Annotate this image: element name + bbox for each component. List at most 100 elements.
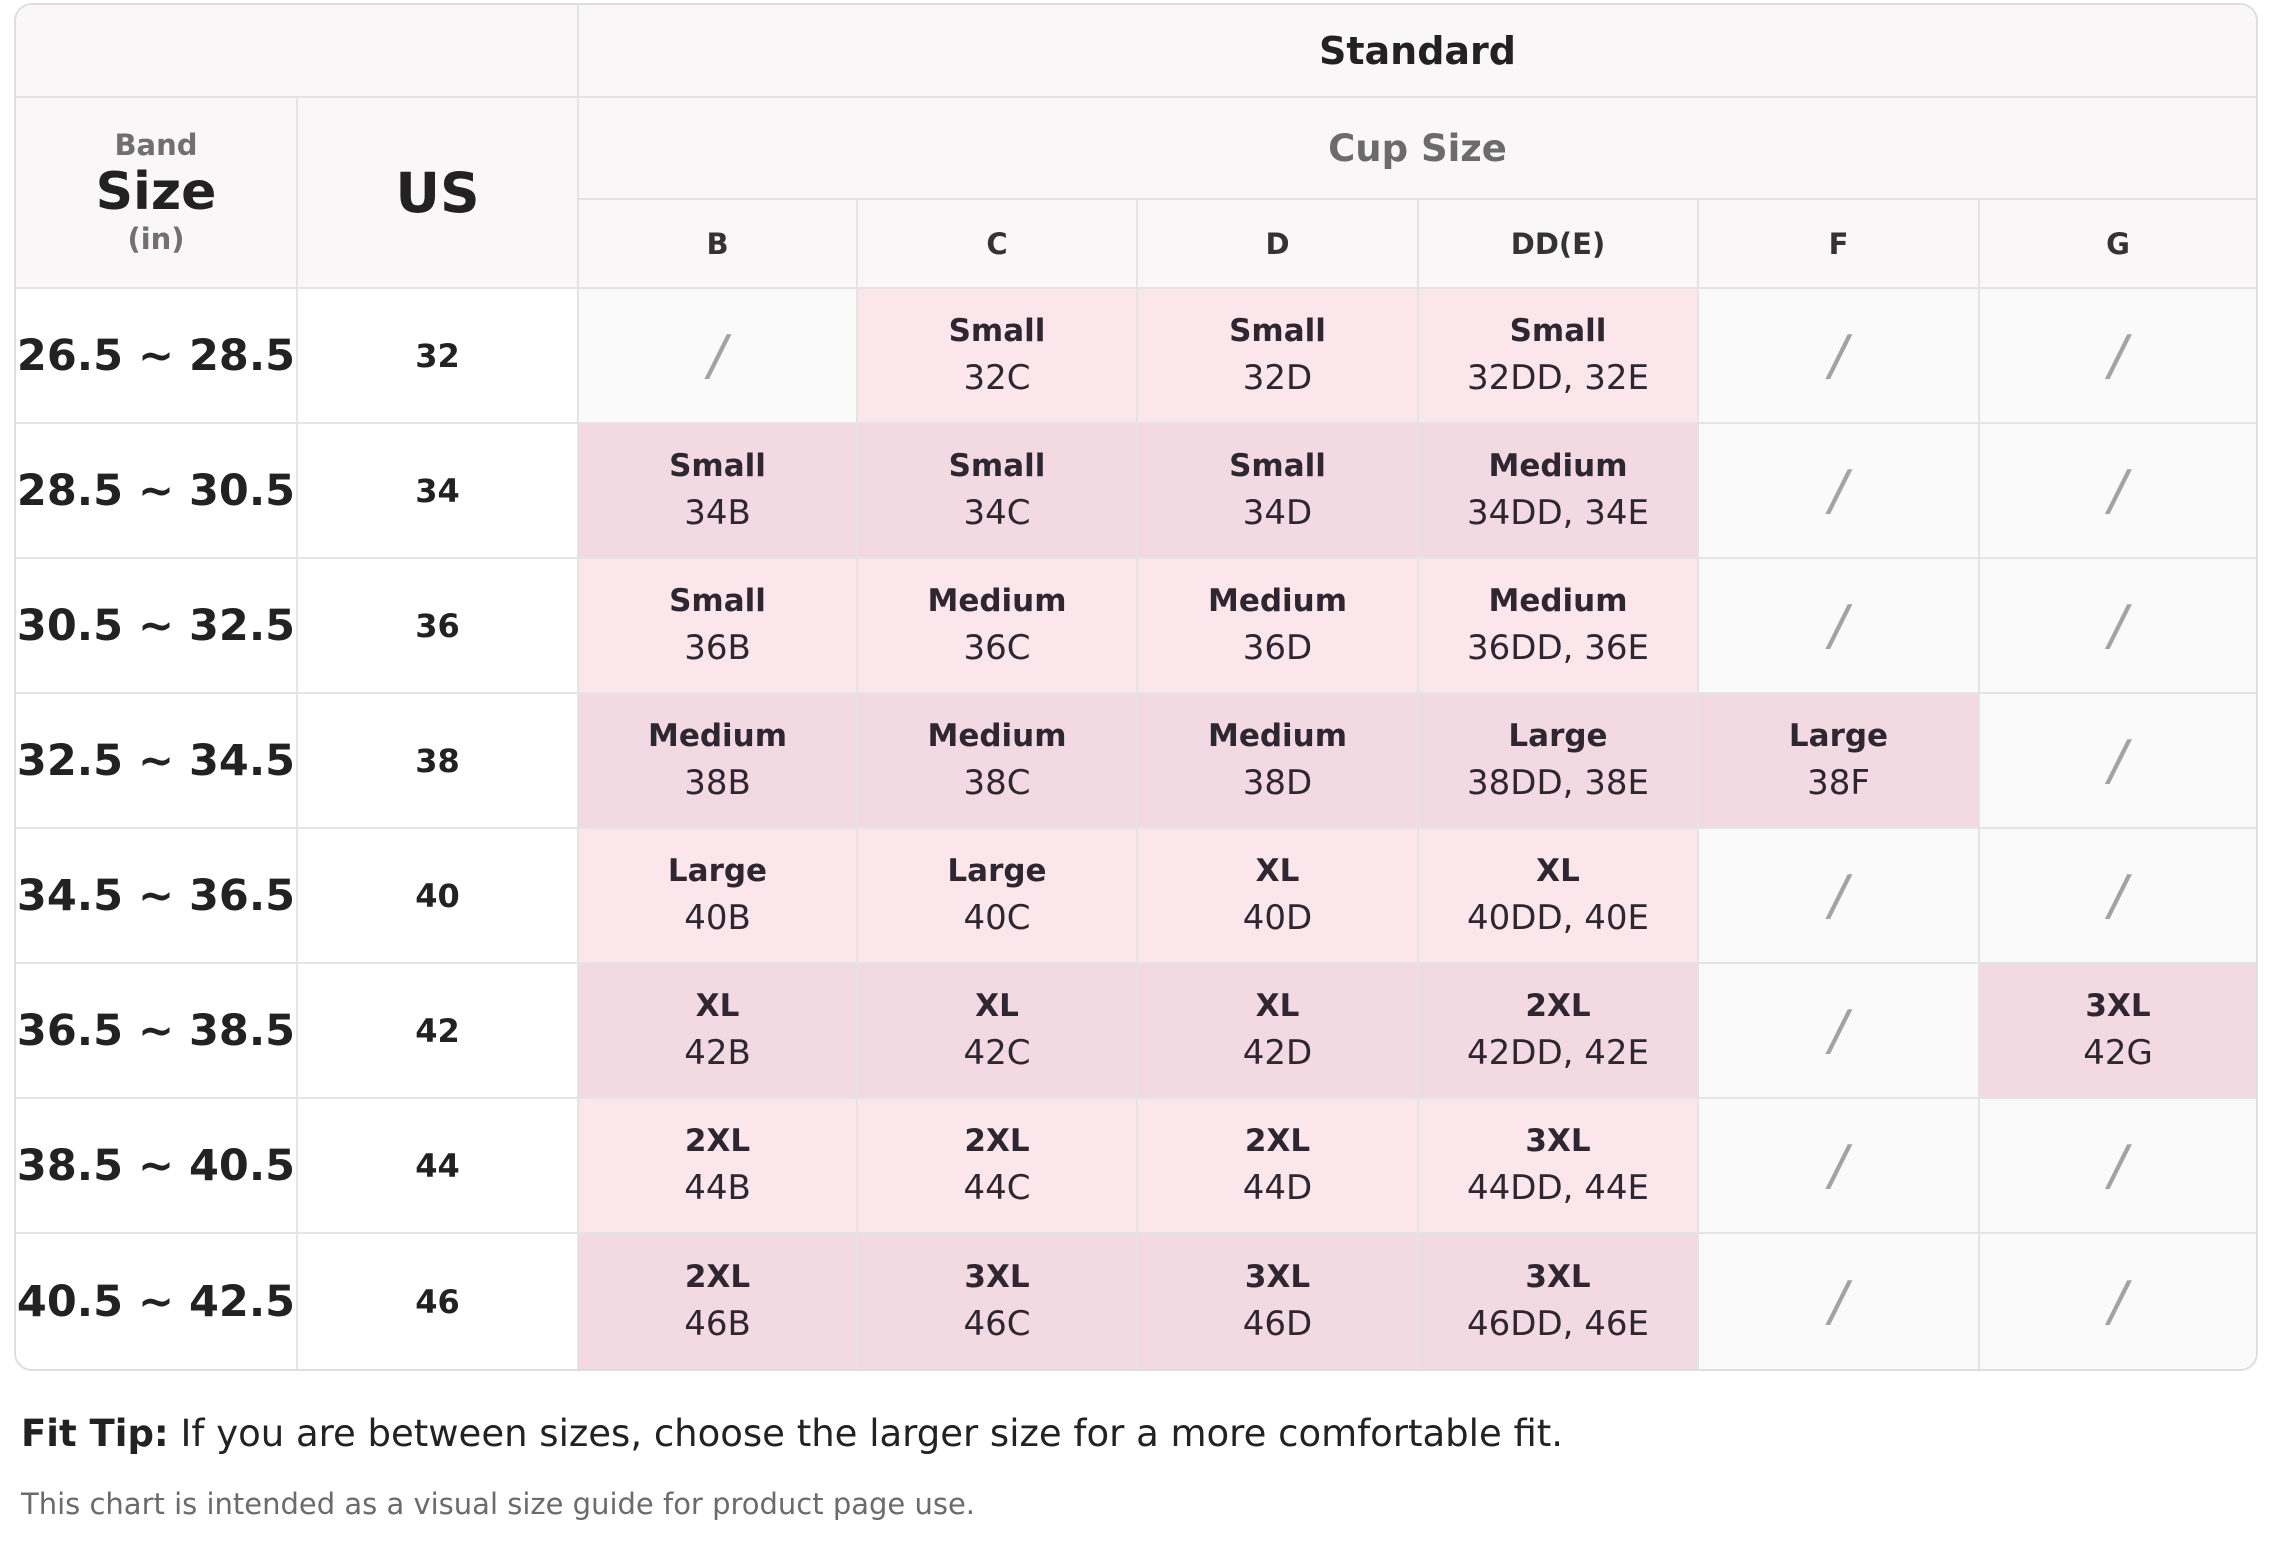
size-code: 38DD, 38E: [1467, 762, 1649, 803]
size-code: 44DD, 44E: [1467, 1167, 1649, 1208]
empty-cell: /: [1980, 559, 2256, 694]
size-code: 34B: [684, 492, 751, 533]
size-name: XL: [695, 988, 740, 1025]
band-label: Band: [114, 127, 198, 162]
not-available: /: [1829, 864, 1848, 927]
size-cell: 3XL 42G: [1980, 964, 2256, 1099]
empty-cell: /: [1699, 424, 1980, 559]
band-range: 30.5 ~ 32.5: [16, 559, 298, 694]
cup-header: D: [1138, 200, 1419, 289]
size-code: 44B: [684, 1167, 751, 1208]
size-code: 40B: [684, 897, 751, 938]
size-name: Medium: [1207, 718, 1348, 755]
size-code: 40D: [1242, 897, 1313, 938]
empty-cell: /: [1980, 694, 2256, 829]
unit-label: (in): [127, 222, 185, 257]
size-name: Large: [1508, 718, 1608, 755]
us-band: 42: [298, 964, 579, 1099]
size-code: 36D: [1242, 627, 1313, 668]
size-name: 3XL: [1525, 1259, 1591, 1296]
size-name: Small: [948, 313, 1046, 350]
size-cell: 3XL 46C: [858, 1234, 1138, 1369]
size-code: 46D: [1242, 1303, 1313, 1344]
corner-cell: [16, 5, 579, 98]
size-cell: Large 38F: [1699, 694, 1980, 829]
size-code: 42B: [684, 1032, 751, 1073]
size-name: XL: [1536, 853, 1580, 890]
us-band: 34: [298, 424, 579, 559]
empty-cell: /: [579, 289, 858, 424]
us-band: 40: [298, 829, 579, 964]
us-band: 46: [298, 1234, 579, 1369]
size-code: 32C: [963, 357, 1031, 398]
size-cell: XL 42B: [579, 964, 858, 1099]
size-name: 2XL: [964, 1123, 1030, 1160]
cup-header: C: [858, 200, 1138, 289]
size-code: 32DD, 32E: [1467, 357, 1649, 398]
size-cell: Large 40B: [579, 829, 858, 964]
us-band: 38: [298, 694, 579, 829]
size-code: 42C: [963, 1032, 1031, 1073]
size-name: Medium: [1488, 448, 1628, 485]
size-cell: Small 34C: [858, 424, 1138, 559]
size-row: 30.5 ~ 32.5 36 Small 36B Medium 36C Medium 36D M…: [16, 559, 2256, 694]
size-cell: Medium 34DD, 34E: [1419, 424, 1699, 559]
not-available: /: [2108, 1134, 2128, 1197]
fit-tip-text: If you are between sizes, choose the lar…: [180, 1412, 1564, 1455]
size-name: XL: [1255, 988, 1300, 1025]
size-cell: Small 32C: [858, 289, 1138, 424]
empty-cell: /: [1980, 1234, 2256, 1369]
not-available: /: [1829, 324, 1848, 387]
size-name: Small: [669, 448, 766, 485]
cup-size-header: Cup Size: [579, 98, 2256, 200]
size-code: 42DD, 42E: [1467, 1032, 1649, 1073]
band-range: 32.5 ~ 34.5: [16, 694, 298, 829]
band-range: 34.5 ~ 36.5: [16, 829, 298, 964]
empty-cell: /: [1980, 829, 2256, 964]
size-cell: Small 34D: [1138, 424, 1419, 559]
not-available: /: [1829, 999, 1848, 1062]
size-cell: Small 34B: [579, 424, 858, 559]
us-band: 32: [298, 289, 579, 424]
size-row: 38.5 ~ 40.5 44 2XL 44B 2XL 44C 2XL 44D 3XL 44DD, …: [16, 1099, 2256, 1234]
size-cell: Medium 36C: [858, 559, 1138, 694]
size-name: Medium: [1488, 583, 1628, 620]
size-cell: 2XL 44B: [579, 1099, 858, 1234]
size-name: 2XL: [684, 1123, 751, 1160]
us-header: US: [298, 98, 579, 289]
size-name: XL: [975, 988, 1019, 1025]
size-code: 34D: [1242, 492, 1313, 533]
size-row: 32.5 ~ 34.5 38 Medium 38B Medium 38C Medium 38D…: [16, 694, 2256, 829]
size-name: Small: [1229, 313, 1326, 350]
size-code: 34DD, 34E: [1467, 492, 1649, 533]
not-available: /: [708, 324, 727, 387]
size-cell: 2XL 46B: [579, 1234, 858, 1369]
empty-cell: /: [1699, 964, 1980, 1099]
not-available: /: [1829, 459, 1848, 522]
size-cell: Medium 36D: [1138, 559, 1419, 694]
not-available: /: [1829, 1270, 1848, 1333]
not-available: /: [1829, 1134, 1848, 1197]
size-name: Small: [948, 448, 1046, 485]
empty-cell: /: [1699, 1234, 1980, 1369]
size-cell: Medium 36DD, 36E: [1419, 559, 1699, 694]
size-code: 38F: [1807, 762, 1870, 803]
size-cell: 3XL 44DD, 44E: [1419, 1099, 1699, 1234]
size-cell: Large 38DD, 38E: [1419, 694, 1699, 829]
empty-cell: /: [1980, 424, 2256, 559]
size-cell: Medium 38B: [579, 694, 858, 829]
size-name: 2XL: [1244, 1123, 1311, 1160]
size-code: 42G: [2083, 1032, 2153, 1073]
size-code: 46B: [684, 1303, 751, 1344]
size-row: 40.5 ~ 42.5 46 2XL 46B 3XL 46C 3XL 46D 3XL 46DD, …: [16, 1234, 2256, 1369]
size-cell: Small 32D: [1138, 289, 1419, 424]
size-label: Size: [95, 161, 217, 222]
fit-tip: Fit Tip: If you are between sizes, choos…: [21, 1412, 1563, 1455]
size-name: Large: [1788, 718, 1889, 755]
size-code: 36C: [963, 627, 1031, 668]
not-available: /: [2108, 324, 2128, 387]
size-name: Large: [667, 853, 768, 890]
standard-header: Standard: [579, 5, 2256, 98]
size-code: 36B: [684, 627, 751, 668]
